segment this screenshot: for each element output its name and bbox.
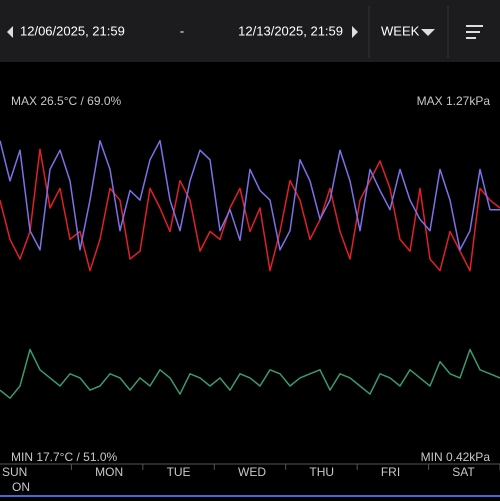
min-left: MIN 17.7°C / 51.0%: [11, 450, 118, 464]
max-right: MAX 1.27kPa: [417, 94, 491, 108]
x-tick-label: WED: [238, 465, 266, 479]
next-arrow[interactable]: [352, 26, 358, 38]
max-left: MAX 26.5°C / 69.0%: [11, 94, 122, 108]
status: ON: [12, 480, 30, 494]
data-line: [0, 148, 500, 272]
period-select[interactable]: WEEK: [381, 23, 420, 38]
x-tick-label: TUE: [167, 465, 191, 479]
min-right: MIN 0.42kPa: [421, 450, 491, 464]
x-tick-label: THU: [309, 465, 334, 479]
header: [0, 0, 500, 62]
x-tick-label: FRI: [381, 465, 400, 479]
separator: -: [180, 23, 184, 38]
prev-arrow[interactable]: [7, 26, 13, 38]
dropdown-arrow[interactable]: [421, 29, 435, 36]
data-line: [0, 139, 500, 251]
x-tick-label: SUN: [2, 465, 27, 479]
x-tick-label: MON: [95, 465, 123, 479]
end-date[interactable]: 12/13/2025, 21:59: [238, 23, 343, 38]
menu-icon[interactable]: [466, 25, 483, 39]
data-line: [0, 348, 500, 399]
x-tick-label: SAT: [452, 465, 475, 479]
start-date[interactable]: 12/06/2025, 21:59: [20, 23, 125, 38]
